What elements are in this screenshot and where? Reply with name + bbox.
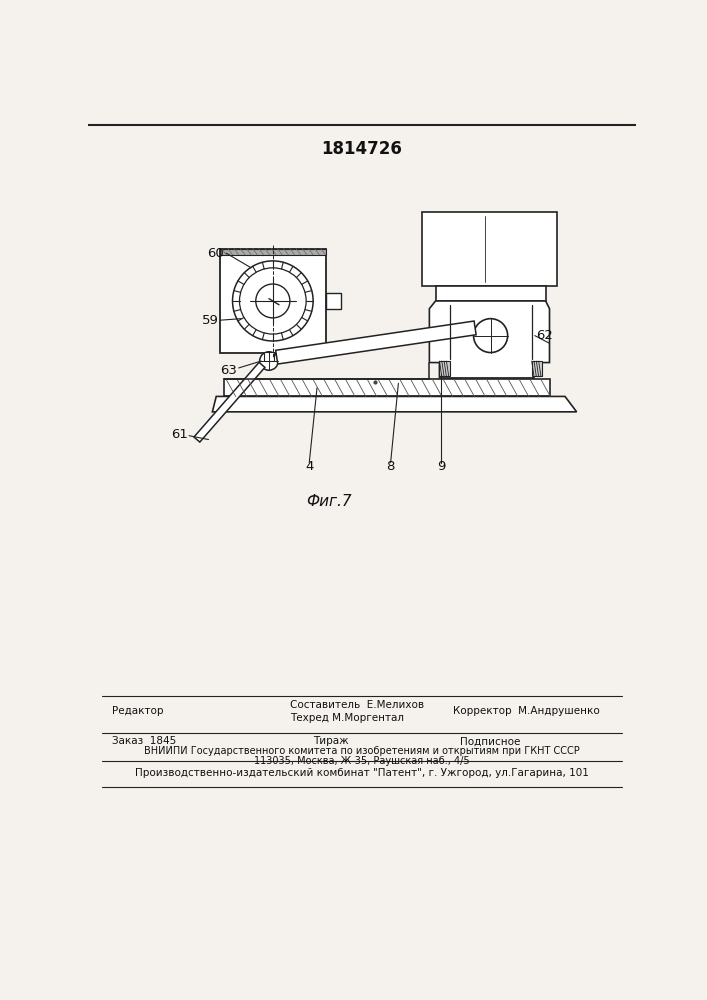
Circle shape	[240, 268, 306, 334]
Bar	[436, 286, 546, 301]
Polygon shape	[194, 362, 265, 442]
Text: 62: 62	[537, 329, 553, 342]
Bar	[440, 361, 450, 376]
Text: Подписное: Подписное	[460, 736, 521, 746]
Bar	[220, 249, 325, 255]
Text: 9: 9	[437, 460, 445, 473]
Text: 1814726: 1814726	[322, 140, 402, 158]
Text: Заказ  1845: Заказ 1845	[112, 736, 176, 746]
Text: 113035, Москва, Ж-35, Раушская наб., 4/5: 113035, Москва, Ж-35, Раушская наб., 4/5	[254, 756, 469, 766]
Text: Производственно-издательский комбинат "Патент", г. Ужгород, ул.Гагарина, 101: Производственно-издательский комбинат "П…	[135, 768, 589, 778]
Text: 4: 4	[305, 460, 313, 473]
Text: 59: 59	[201, 314, 218, 327]
Bar	[220, 249, 325, 353]
Circle shape	[474, 319, 508, 353]
Polygon shape	[276, 321, 476, 364]
Circle shape	[233, 261, 313, 341]
Text: Редактор: Редактор	[112, 706, 163, 716]
Text: ВНИИПИ Государственного комитета по изобретениям и открытиям при ГКНТ СССР: ВНИИПИ Государственного комитета по изоб…	[144, 746, 580, 756]
Polygon shape	[429, 301, 549, 378]
Bar	[224, 379, 549, 396]
Text: Корректор  М.Андрушенко: Корректор М.Андрушенко	[452, 706, 600, 716]
Polygon shape	[212, 396, 577, 412]
Text: Тираж: Тираж	[313, 736, 349, 746]
Text: 60: 60	[207, 247, 224, 260]
Text: Составитель  Е.Мелихов: Составитель Е.Мелихов	[290, 700, 424, 710]
Text: 63: 63	[221, 364, 237, 377]
Text: Техред М.Моргентал: Техред М.Моргентал	[290, 713, 404, 723]
Text: 61: 61	[170, 428, 187, 441]
Bar	[421, 212, 557, 286]
Text: Фиг.7: Фиг.7	[306, 494, 351, 509]
Circle shape	[259, 352, 279, 370]
Bar	[264, 352, 274, 361]
Bar	[532, 361, 542, 376]
Circle shape	[256, 284, 290, 318]
Bar	[325, 293, 341, 309]
Text: 8: 8	[387, 460, 395, 473]
